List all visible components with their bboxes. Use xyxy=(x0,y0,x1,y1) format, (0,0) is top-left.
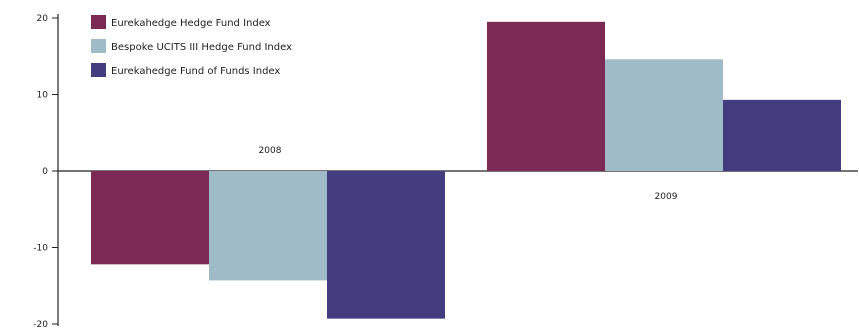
bar xyxy=(487,21,605,172)
legend-swatch xyxy=(91,63,106,77)
y-axis-ticks: -20 -10 0 10 20 xyxy=(33,14,58,330)
legend-label: Eurekahedge Hedge Fund Index xyxy=(111,18,271,29)
y-tick-label: 20 xyxy=(37,14,49,24)
bar xyxy=(91,171,209,265)
category-label: 2009 xyxy=(655,192,678,202)
legend-swatch xyxy=(91,39,106,53)
bar xyxy=(605,59,723,172)
category-labels: 2008 2009 xyxy=(259,146,678,202)
legend-label: Eurekahedge Fund of Funds Index xyxy=(111,66,280,77)
legend-label: Bespoke UCITS III Hedge Fund Index xyxy=(111,42,292,53)
y-tick-label: -10 xyxy=(33,244,48,254)
legend: Eurekahedge Hedge Fund Index Bespoke UCIT… xyxy=(91,15,292,77)
bar-series xyxy=(91,21,841,319)
y-tick-label: 10 xyxy=(37,91,49,101)
category-label: 2008 xyxy=(259,146,282,156)
bar xyxy=(209,171,327,281)
legend-swatch xyxy=(91,15,106,29)
bar xyxy=(327,171,445,319)
y-tick-label: 0 xyxy=(42,167,48,177)
y-tick-label: -20 xyxy=(33,320,48,330)
bar xyxy=(723,99,841,171)
